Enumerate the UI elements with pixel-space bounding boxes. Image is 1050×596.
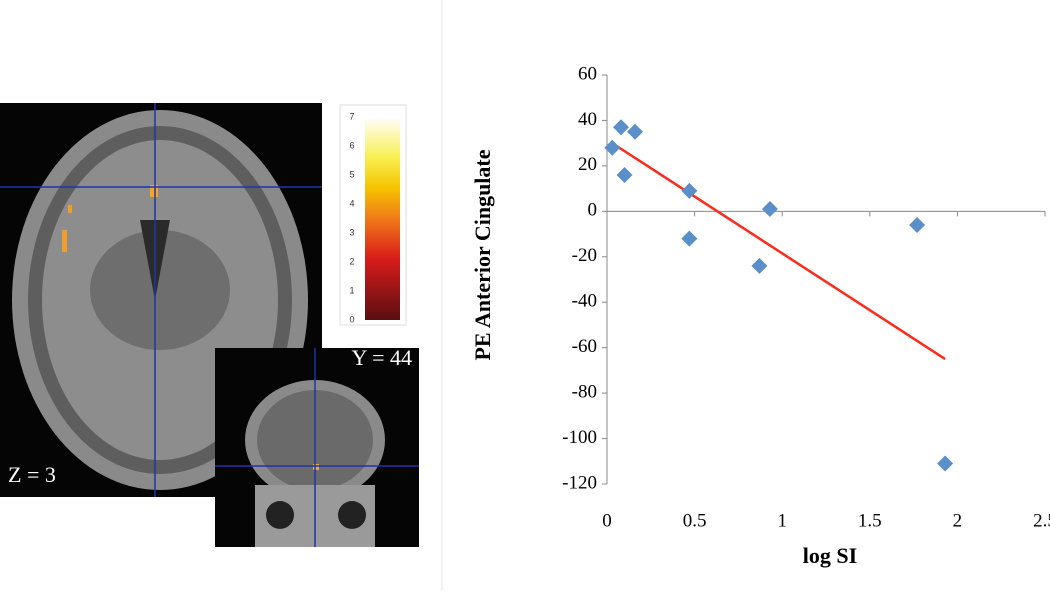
- y-tick-label: -80: [572, 381, 597, 402]
- point: [909, 216, 926, 233]
- x-tick-label: 1: [777, 510, 787, 531]
- x-tick-label: 2.5: [1033, 510, 1050, 531]
- y-tick-label: -40: [572, 291, 597, 312]
- y-tick-label: 0: [588, 200, 598, 221]
- colorbar: [365, 117, 400, 320]
- colorbar-tick-label: 5: [349, 169, 354, 179]
- y-tick-label: -120: [562, 472, 597, 493]
- point: [613, 119, 630, 136]
- point: [751, 257, 768, 274]
- point: [937, 455, 954, 472]
- x-axis-label: log SI: [803, 543, 857, 568]
- trendline: [611, 142, 946, 361]
- y-tick-label: -60: [572, 336, 597, 357]
- x-tick-label: 1.5: [858, 510, 882, 531]
- x-tick-label: 0.5: [683, 510, 707, 531]
- coronal-slice: [215, 348, 419, 547]
- point: [681, 230, 698, 247]
- colorbar-tick-label: 7: [349, 111, 354, 121]
- y-tick-label: -20: [572, 245, 597, 266]
- point: [616, 166, 633, 183]
- axial-label: Z = 3: [8, 462, 56, 487]
- colorbar-tick-label: 6: [349, 140, 354, 150]
- y-tick-label: 60: [578, 63, 597, 84]
- colorbar-tick-label: 2: [349, 256, 354, 266]
- y-tick-label: 40: [578, 109, 597, 130]
- x-tick-label: 2: [953, 510, 963, 531]
- point: [627, 123, 644, 140]
- colorbar-tick-label: 1: [349, 285, 354, 295]
- y-tick-label: -100: [562, 427, 597, 448]
- point: [761, 201, 778, 218]
- colorbar-tick-label: 3: [349, 227, 354, 237]
- colorbar-tick-label: 0: [349, 314, 354, 324]
- x-tick-label: 0: [602, 510, 612, 531]
- y-axis-label: PE Anterior Cingulate: [470, 149, 495, 360]
- y-tick-label: 20: [578, 154, 597, 175]
- point: [604, 139, 621, 156]
- coronal-label: Y = 44: [352, 345, 412, 370]
- colorbar-tick-label: 4: [349, 198, 354, 208]
- point: [681, 182, 698, 199]
